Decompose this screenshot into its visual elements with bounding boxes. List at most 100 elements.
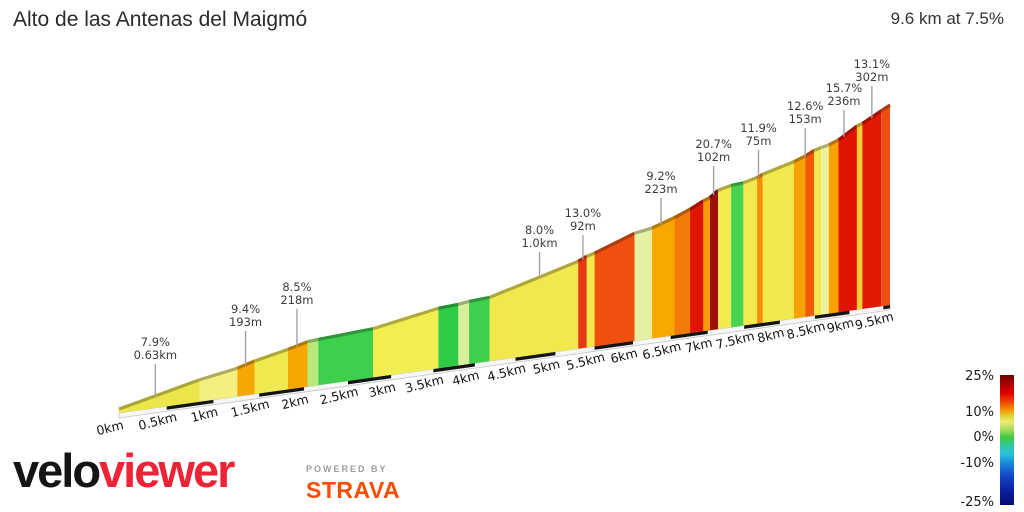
climb-segment[interactable] (236, 359, 256, 397)
climb-segment-face[interactable] (199, 368, 238, 402)
climb-segment-face[interactable] (856, 123, 863, 310)
climb-segment-face[interactable] (731, 182, 744, 328)
gradient-annotation: 8.0%1.0km (521, 223, 558, 279)
logo-velo-text: velo (13, 444, 101, 497)
climb-segment-face[interactable] (586, 253, 595, 348)
climb-segment-face[interactable] (718, 185, 732, 330)
climb-segment[interactable] (689, 199, 705, 334)
distance-stripe (433, 363, 475, 373)
segment-top-edge (837, 124, 858, 142)
climb-segment[interactable] (813, 146, 822, 316)
climb-segment-face[interactable] (805, 150, 815, 317)
climb-segment[interactable] (762, 160, 795, 323)
climb-segment[interactable] (468, 295, 490, 364)
segment-top-edge (199, 366, 238, 382)
distance-stripe (515, 351, 556, 361)
x-axis-label: 3km (367, 379, 397, 400)
climb-segment-face[interactable] (703, 197, 710, 332)
climb-segment[interactable] (586, 251, 596, 348)
climb-segment-face[interactable] (862, 110, 882, 309)
climb-segment[interactable] (702, 196, 711, 332)
climb-segment[interactable] (861, 109, 883, 309)
annotation-length-text: 302m (855, 70, 888, 84)
climb-segment[interactable] (577, 254, 588, 349)
climb-segment-face[interactable] (838, 126, 857, 313)
climb-segment[interactable] (730, 181, 744, 328)
segment-top-edge (804, 149, 816, 158)
climb-segment[interactable] (820, 143, 830, 315)
strava-attribution[interactable]: POWERED BY STRAVA (306, 464, 400, 504)
climb-segment[interactable] (756, 172, 764, 324)
climb-segment[interactable] (457, 299, 470, 366)
climb-segment[interactable] (287, 340, 309, 390)
segment-top-edge (307, 337, 319, 344)
segment-top-edge (254, 347, 289, 363)
veloviewer-logo[interactable]: veloviewer (13, 444, 235, 497)
climb-segment-face[interactable] (757, 174, 763, 324)
distance-stripe (348, 374, 392, 385)
climb-segment-face[interactable] (828, 139, 839, 314)
climb-segment-face[interactable] (469, 297, 490, 364)
climb-segment-face[interactable] (594, 233, 635, 347)
climb-segment-face[interactable] (709, 190, 719, 331)
climb-segment-face[interactable] (287, 341, 308, 390)
segment-top-edge (742, 176, 758, 185)
climb-segment[interactable] (634, 226, 653, 341)
climb-segment[interactable] (804, 149, 816, 317)
climb-segment[interactable] (742, 176, 758, 326)
climb-segment-face[interactable] (674, 209, 691, 336)
climb-segment-face[interactable] (458, 301, 470, 366)
climb-segment[interactable] (673, 207, 691, 336)
climb-segment[interactable] (307, 337, 319, 387)
climb-segment[interactable] (717, 183, 732, 330)
annotation-length-text: 223m (644, 182, 677, 196)
climb-segment[interactable] (856, 122, 864, 310)
gradient-annotation: 12.6%153m (787, 99, 824, 158)
climb-segment-face[interactable] (743, 177, 758, 326)
segment-top-edge (593, 231, 636, 255)
climb-segment-face[interactable] (814, 147, 822, 316)
annotation-gradient-text: 15.7% (826, 81, 863, 95)
climb-segment-face[interactable] (254, 349, 288, 394)
climb-segment-face[interactable] (881, 105, 890, 307)
climb-segment-face[interactable] (578, 256, 587, 349)
segment-top-edge (820, 143, 830, 150)
climb-segment-face[interactable] (821, 144, 829, 315)
segment-top-edge (762, 160, 795, 176)
gradient-annotation: 13.1%302m (854, 57, 890, 119)
segment-top-edge (118, 378, 201, 411)
climb-segment-face[interactable] (373, 308, 439, 378)
climb-segment-face[interactable] (762, 161, 794, 323)
distance-stripe (166, 399, 214, 410)
climb-segment[interactable] (372, 306, 439, 378)
gradient-annotation: 8.5%218m (280, 280, 314, 347)
climb-segment-face[interactable] (237, 360, 255, 397)
climb-segment[interactable] (118, 378, 201, 413)
climb-segment-face[interactable] (489, 261, 579, 362)
climb-segment[interactable] (837, 124, 858, 313)
climb-segment[interactable] (488, 259, 579, 362)
climb-segment[interactable] (708, 189, 720, 331)
climb-segment[interactable] (828, 138, 840, 314)
climb-segment-face[interactable] (651, 217, 675, 339)
annotation-gradient-text: 8.5% (282, 280, 311, 294)
climb-segment[interactable] (793, 154, 806, 319)
annotation-length-text: 75m (746, 134, 772, 148)
climb-segment[interactable] (438, 302, 459, 369)
climb-segment-face[interactable] (793, 156, 806, 319)
segment-top-edge (717, 183, 732, 192)
climb-segment-face[interactable] (634, 228, 652, 341)
climb-segment-face[interactable] (307, 339, 319, 387)
climb-segment-face[interactable] (438, 304, 459, 369)
segment-top-edge (586, 251, 596, 258)
x-axis-label: 6km (609, 345, 639, 366)
climb-segment[interactable] (317, 327, 374, 386)
climb-segment-face[interactable] (318, 328, 374, 386)
climb-segment[interactable] (593, 231, 636, 347)
climb-segment[interactable] (651, 216, 676, 339)
climb-segment-face[interactable] (690, 200, 704, 334)
climb-segment[interactable] (254, 347, 289, 394)
climb-segment[interactable] (199, 366, 238, 402)
climb-segment[interactable] (880, 103, 891, 307)
